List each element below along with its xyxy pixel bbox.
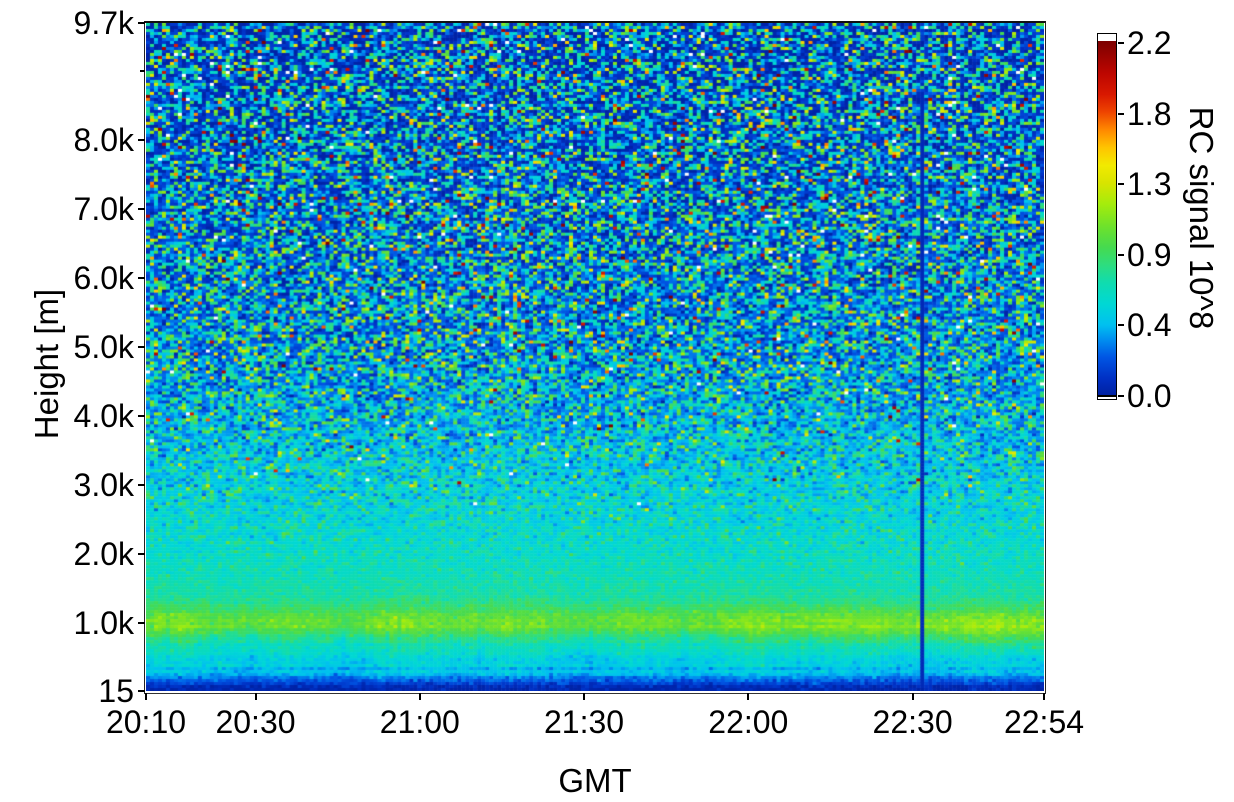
x-tick-mark — [254, 693, 257, 700]
x-tick-mark — [911, 693, 914, 700]
colorbar-tick-mark — [1118, 112, 1124, 115]
x-tick-label: 21:30 — [544, 704, 625, 740]
colorbar-title: RC signal 10^8 — [1183, 106, 1220, 330]
y-tick-label: 1.0k — [73, 605, 134, 642]
y-tick-mark — [138, 22, 145, 24]
y-tick-label: 15 — [98, 673, 134, 709]
y-tick-label: 6.0k — [73, 260, 134, 297]
x-tick-label: 20:10 — [105, 704, 187, 740]
colorbar — [1097, 33, 1117, 400]
colorbar-tick-mark — [1118, 395, 1124, 397]
colorbar-tick-label: 1.8 — [1127, 95, 1172, 132]
x-tick-mark — [145, 693, 147, 700]
colorbar-tick-label: 0.0 — [1127, 378, 1172, 414]
x-tick-mark — [418, 693, 421, 700]
y-tick-label: 7.0k — [73, 191, 134, 228]
x-tick-label: 22:30 — [872, 704, 953, 740]
y-tick-label: 4.0k — [73, 398, 134, 435]
y-tick-mark — [138, 622, 145, 625]
y-tick-label: 9.7k — [73, 5, 134, 41]
y-tick-mark — [138, 346, 145, 349]
y-tick-mark — [138, 690, 145, 692]
heatmap-canvas — [146, 23, 1044, 691]
colorbar-tick-mark — [1118, 324, 1124, 327]
y-tick-mark — [138, 139, 145, 142]
y-tick-mark — [138, 208, 145, 211]
y-minor-tick-mark — [140, 70, 145, 73]
colorbar-tick-mark — [1118, 183, 1124, 186]
colorbar-zero-line — [1098, 395, 1116, 397]
y-tick-mark — [138, 415, 145, 418]
y-tick-mark — [138, 553, 145, 556]
x-tick-label: 21:00 — [379, 704, 460, 740]
x-tick-label: 22:54 — [1003, 704, 1085, 740]
colorbar-tick-label: 1.3 — [1127, 166, 1172, 203]
colorbar-tick-label: 0.4 — [1127, 307, 1172, 344]
x-tick-label: 22:00 — [708, 704, 789, 740]
x-axis-title: GMT — [558, 762, 632, 799]
x-tick-mark — [1043, 693, 1045, 700]
x-tick-mark — [747, 693, 750, 700]
y-tick-mark — [138, 277, 145, 280]
x-tick-mark — [583, 693, 586, 700]
colorbar-gradient — [1098, 41, 1116, 396]
y-tick-label: 8.0k — [73, 122, 134, 159]
y-tick-label: 5.0k — [73, 329, 134, 366]
plot-frame — [144, 21, 1046, 694]
y-tick-label: 2.0k — [73, 536, 134, 573]
y-tick-label: 3.0k — [73, 467, 134, 504]
colorbar-tick-label: 2.2 — [1127, 25, 1172, 61]
colorbar-tick-mark — [1118, 42, 1124, 44]
colorbar-tick-label: 0.9 — [1127, 236, 1172, 273]
y-tick-mark — [138, 484, 145, 487]
colorbar-tick-mark — [1118, 253, 1124, 256]
x-tick-label: 20:30 — [215, 704, 296, 740]
